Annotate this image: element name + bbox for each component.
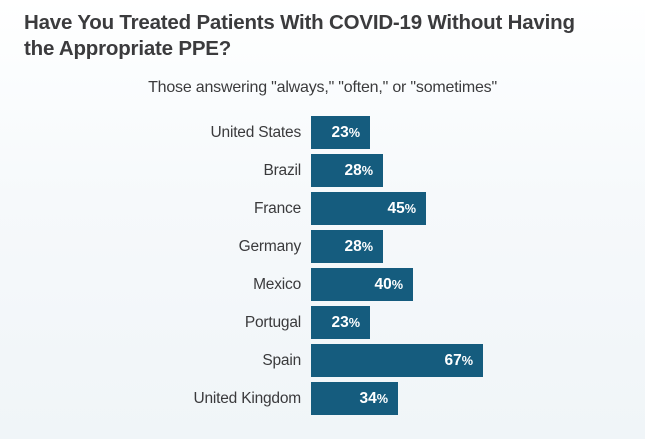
value-label: 67% xyxy=(444,351,473,369)
category-label: Spain xyxy=(262,351,301,369)
bar: 23% xyxy=(311,116,370,150)
category-label: Germany xyxy=(238,237,302,255)
percent-sign: % xyxy=(348,314,360,330)
category-label: Brazil xyxy=(263,161,301,179)
chart-title: Have You Treated Patients With COVID-19 … xyxy=(24,11,575,61)
category-label: France xyxy=(253,199,301,217)
percent-sign: % xyxy=(348,124,360,140)
bar: 40% xyxy=(311,268,413,302)
chart-row: Germany 28% xyxy=(0,230,645,264)
bar: 67% xyxy=(311,344,483,378)
bar: 45% xyxy=(311,192,426,226)
chart-row: Spain 67% xyxy=(0,344,645,378)
value-label: 23% xyxy=(331,123,360,141)
chart-row: Brazil 28% xyxy=(0,154,645,188)
bar: 23% xyxy=(311,306,370,340)
percent-sign: % xyxy=(461,352,473,368)
percent-sign: % xyxy=(376,390,388,406)
percent-sign: % xyxy=(361,162,373,178)
chart-row: France 45% xyxy=(0,192,645,226)
chart-row: Mexico 40% xyxy=(0,268,645,302)
value-label: 23% xyxy=(331,313,360,331)
category-label: United Kingdom xyxy=(193,389,302,407)
bar: 28% xyxy=(311,230,383,264)
value-label: 34% xyxy=(359,389,388,407)
percent-sign: % xyxy=(404,200,416,216)
category-label: Portugal xyxy=(244,313,301,331)
chart-row: Portugal 23% xyxy=(0,306,645,340)
chart-subtitle: Those answering "always," "often," or "s… xyxy=(148,79,497,97)
value-label: 45% xyxy=(387,199,416,217)
value-label: 40% xyxy=(374,275,403,293)
chart-row: United States 23% xyxy=(0,116,645,150)
percent-sign: % xyxy=(391,276,403,292)
bar: 28% xyxy=(311,154,383,188)
value-label: 28% xyxy=(344,237,373,255)
category-label: Mexico xyxy=(253,275,301,293)
bar-chart: United States 23% Brazil 28% France 45% German… xyxy=(0,116,645,416)
percent-sign: % xyxy=(361,238,373,254)
bar: 34% xyxy=(311,382,398,416)
category-label: United States xyxy=(210,123,302,141)
value-label: 28% xyxy=(344,161,373,179)
chart-row: United Kingdom 34% xyxy=(0,382,645,416)
